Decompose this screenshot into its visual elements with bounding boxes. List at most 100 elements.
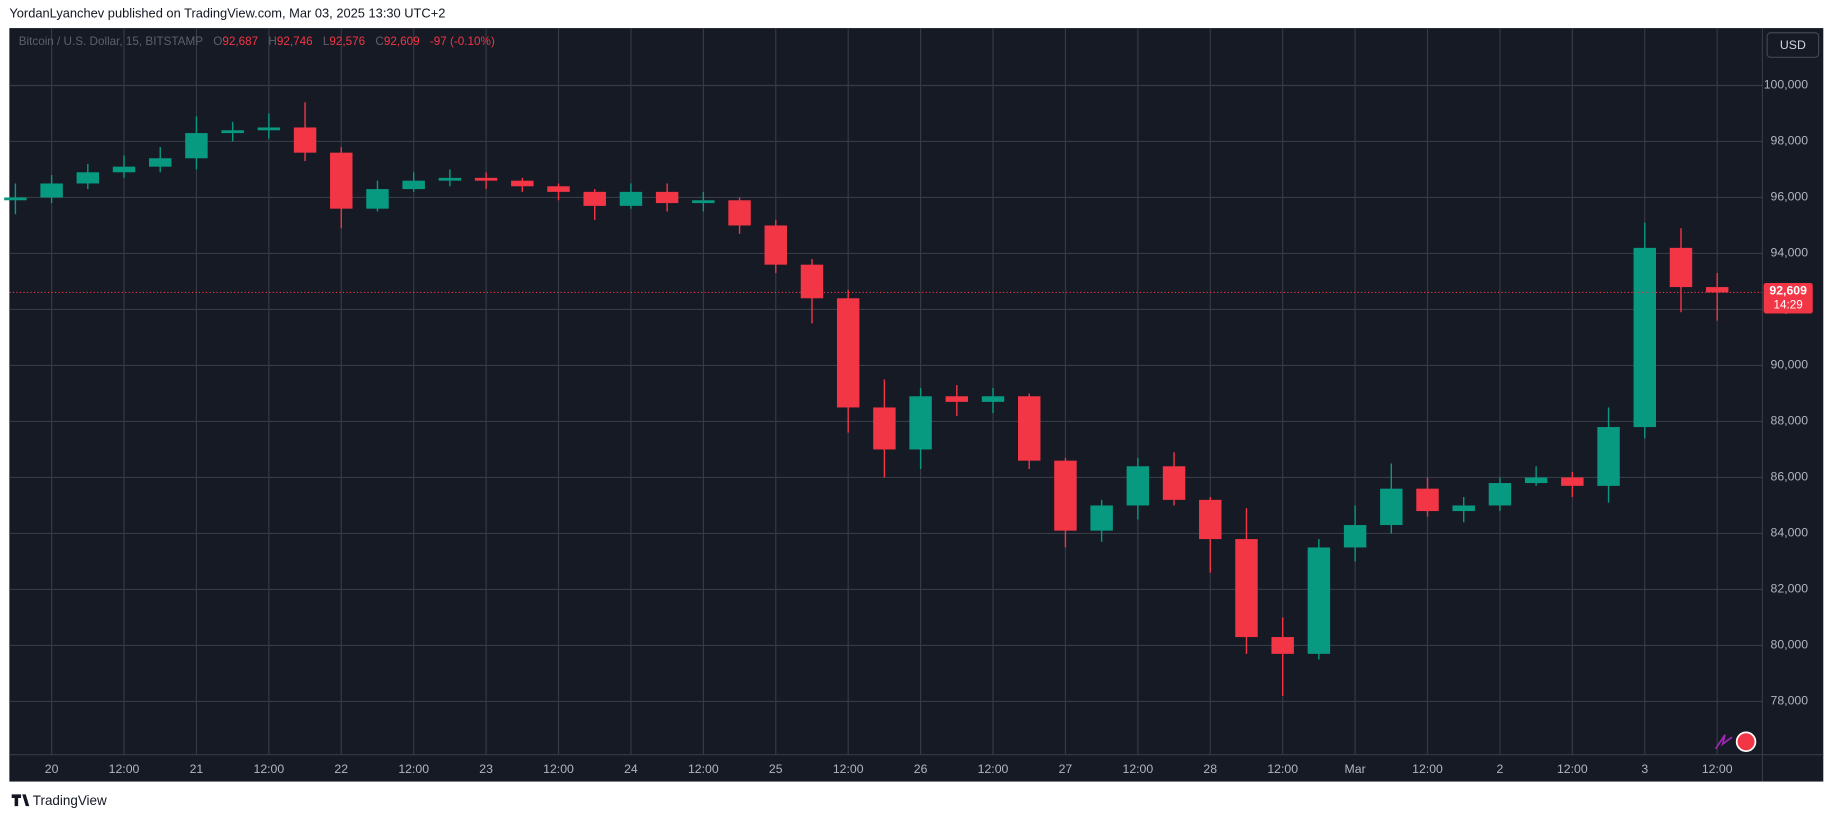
candle-body	[619, 191, 643, 206]
y-tick-label: 90,000	[1771, 358, 1809, 372]
x-tick-label: 12:00	[1122, 762, 1153, 776]
candle-body	[800, 264, 824, 299]
candle-body	[511, 180, 534, 187]
x-tick-label: 23	[479, 762, 493, 776]
currency-label[interactable]: USD	[1780, 38, 1806, 52]
candle-body	[547, 186, 570, 192]
legend-value: 92,746	[277, 35, 313, 48]
y-tick-label: 98,000	[1771, 134, 1809, 148]
x-tick-label: 12:00	[254, 762, 285, 776]
candle-body	[764, 225, 787, 265]
candle-body	[185, 133, 208, 159]
candle-body	[1705, 287, 1729, 293]
candle-body	[1271, 637, 1294, 654]
y-tick-label: 88,000	[1771, 414, 1809, 428]
legend-value: 92,609	[384, 35, 420, 48]
x-tick-label: 12:00	[1702, 762, 1733, 776]
last-price-badge	[1763, 283, 1813, 314]
x-tick-label: 24	[624, 762, 638, 776]
candle-body	[873, 407, 896, 450]
candle-body	[1090, 505, 1113, 531]
x-tick-label: 28	[1203, 762, 1217, 776]
candle-body	[692, 200, 715, 204]
event-icon[interactable]	[1714, 734, 1733, 750]
candle-body	[583, 191, 606, 206]
y-tick-label: 94,000	[1771, 246, 1809, 260]
candle-body	[474, 177, 498, 181]
candle-body	[112, 166, 136, 173]
candle-body	[1054, 460, 1077, 531]
legend-key: C	[375, 35, 383, 48]
candle-body	[836, 298, 860, 408]
candle-body	[909, 396, 932, 450]
candle-body	[1162, 466, 1186, 500]
candle-body	[221, 130, 244, 134]
candle-body	[1524, 477, 1548, 484]
symbol-name: Bitcoin / U.S. Dollar, 15, BITSTAMP	[19, 35, 203, 48]
flag-icon[interactable]	[1735, 731, 1757, 753]
x-tick-label: 20	[45, 762, 59, 776]
y-tick-label: 80,000	[1771, 638, 1809, 652]
brand-logo	[11, 794, 30, 807]
candle-body	[4, 197, 27, 201]
candle-body	[945, 396, 969, 402]
legend-value: 92,687	[222, 35, 258, 48]
candle-body	[1561, 477, 1584, 486]
axes: 78,000 80,000 82,000 84,000 86,000 88,000 90,0…	[45, 78, 1813, 776]
y-tick-label: 100,000	[1764, 78, 1809, 92]
x-tick-label: 27	[1059, 762, 1073, 776]
candle-body	[149, 158, 172, 167]
candle-body	[40, 183, 63, 198]
countdown-label: 14:29	[1774, 298, 1803, 311]
candle-body	[1633, 247, 1656, 428]
legend-key: L	[323, 35, 330, 48]
x-tick-label: 12:00	[1557, 762, 1588, 776]
x-tick-label: 26	[914, 762, 928, 776]
plot-area	[4, 102, 1763, 696]
candle-body	[655, 191, 679, 204]
candle-body	[402, 180, 425, 190]
candle-body	[257, 127, 281, 131]
candle-body	[1416, 488, 1439, 512]
currency-button[interactable]	[1766, 32, 1820, 58]
candle-body	[1018, 396, 1041, 461]
grid	[9, 28, 1763, 755]
candle-body	[76, 172, 100, 184]
x-tick-label: 12:00	[1267, 762, 1298, 776]
publish-info: YordanLyanchev published on TradingView.…	[9, 5, 445, 20]
candle-body	[1126, 466, 1150, 506]
candle-body	[1199, 499, 1222, 540]
x-tick-label: 21	[190, 762, 204, 776]
candle-body	[1669, 247, 1693, 288]
legend: Bitcoin / U.S. Dollar, 15, BITSTAMP O92,…	[19, 35, 495, 48]
x-tick-label: Mar	[1345, 762, 1366, 776]
legend-key: H	[268, 35, 276, 48]
x-tick-label: 12:00	[978, 762, 1009, 776]
y-tick-label: 84,000	[1771, 526, 1809, 540]
x-tick-label: 25	[769, 762, 783, 776]
candle-body	[1235, 539, 1258, 638]
candle-body	[728, 200, 751, 226]
y-tick-label: 78,000	[1771, 694, 1809, 708]
x-tick-label: 12:00	[398, 762, 429, 776]
x-tick-label: 12:00	[109, 762, 140, 776]
legend-value: 92,576	[329, 35, 365, 48]
candle-body	[438, 177, 462, 181]
x-tick-label: 12:00	[833, 762, 864, 776]
legend-change: -97 (-0.10%)	[430, 35, 495, 48]
x-tick-label: 22	[334, 762, 348, 776]
candle-body	[1488, 483, 1512, 506]
x-tick-label: 12:00	[1412, 762, 1443, 776]
last-price-label: 92,609	[1769, 283, 1807, 297]
x-tick-label: 12:00	[543, 762, 574, 776]
candle-body	[293, 127, 317, 153]
candle-body	[1597, 427, 1620, 486]
legend-key: O	[213, 35, 222, 48]
brand-name: TradingView	[33, 793, 107, 808]
x-tick-label: 12:00	[688, 762, 719, 776]
candle-body	[1380, 488, 1403, 526]
candle-body	[1343, 525, 1367, 548]
candle-body	[981, 396, 1005, 402]
